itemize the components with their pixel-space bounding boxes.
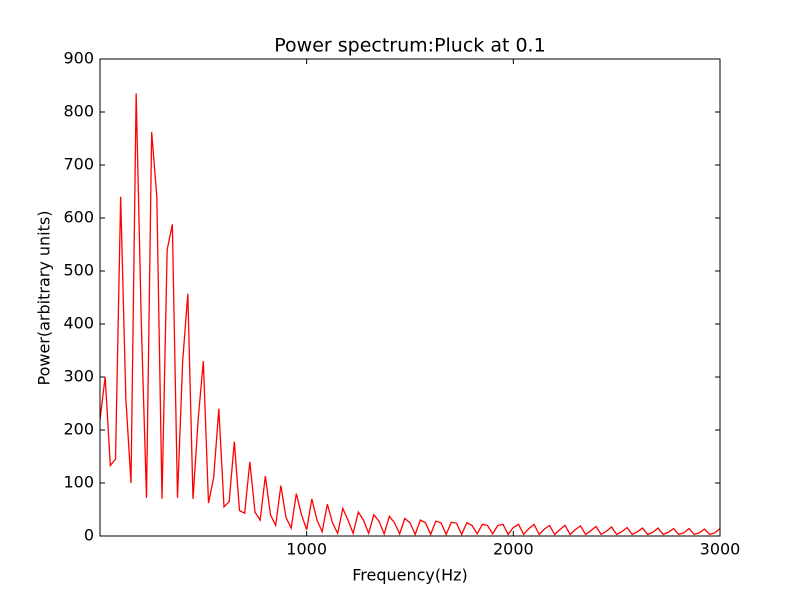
y-tick-label: 200 <box>63 420 94 439</box>
y-tick-label: 500 <box>63 261 94 280</box>
x-axis-label: Frequency(Hz) <box>352 566 468 585</box>
y-axis-label: Power(arbitrary units) <box>35 211 54 386</box>
plot-frame <box>99 58 721 537</box>
chart-title: Power spectrum:Pluck at 0.1 <box>274 35 545 57</box>
y-tick-label: 100 <box>63 473 94 492</box>
y-tick-label: 0 <box>84 526 94 545</box>
y-tick-label: 600 <box>63 208 94 227</box>
x-tick-label: 3000 <box>700 540 741 559</box>
y-tick-label: 400 <box>63 314 94 333</box>
y-tick-label: 700 <box>63 155 94 174</box>
y-tick-label: 300 <box>63 367 94 386</box>
data-line <box>99 93 721 537</box>
x-tick-label: 2000 <box>493 540 534 559</box>
y-tick-label: 800 <box>63 102 94 121</box>
y-tick-label: 900 <box>63 49 94 68</box>
x-tick-label: 1000 <box>286 540 327 559</box>
